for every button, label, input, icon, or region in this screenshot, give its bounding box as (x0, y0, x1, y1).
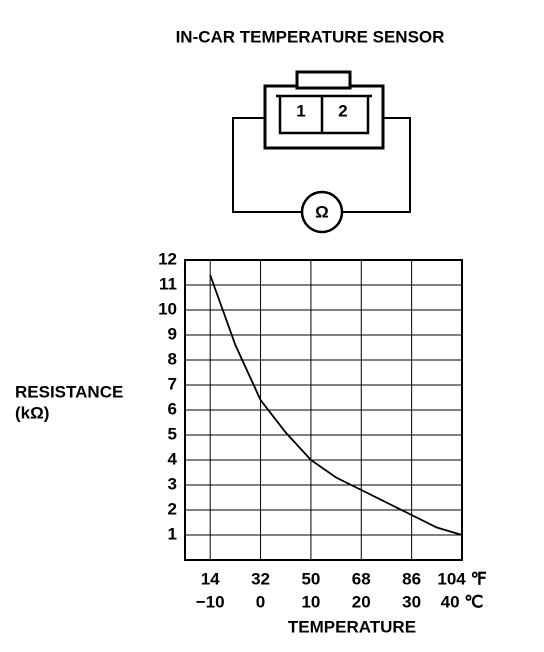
y-tick-label: 2 (168, 499, 177, 518)
y-tick-label: 8 (168, 349, 177, 368)
y-axis-label: RESISTANCE (15, 382, 123, 401)
y-tick-label: 10 (158, 299, 177, 318)
x-tick-label: 40 ℃ (441, 592, 484, 611)
connector-diagram (232, 70, 411, 234)
x-tick-label: 20 (352, 592, 371, 611)
x2-tick-label: 14 (201, 569, 220, 588)
wire (232, 117, 411, 213)
y-tick-label: 6 (168, 399, 177, 418)
y-tick-label: 4 (168, 449, 178, 468)
ohmmeter (300, 190, 344, 234)
connector-body (276, 94, 372, 135)
x-tick-label: 30 (402, 592, 421, 611)
x2-tick-label: 86 (402, 569, 421, 588)
x2-tick-label: 50 (301, 569, 320, 588)
y-tick-label: 9 (168, 324, 177, 343)
chart-title: IN-CAR TEMPERATURE SENSOR (176, 27, 445, 46)
x-tick-label: −10 (196, 592, 225, 611)
pin-label: 2 (338, 101, 347, 120)
x-axis-label: TEMPERATURE (288, 617, 416, 636)
x2-tick-label: 68 (352, 569, 371, 588)
y-tick-label: 12 (158, 249, 177, 268)
y-tick-label: 11 (159, 274, 177, 293)
y-tick-label: 3 (168, 474, 177, 493)
y-tick-label: 5 (168, 424, 177, 443)
x-tick-label: 0 (256, 592, 265, 611)
connector-tab (295, 70, 352, 90)
y-axis-label: (kΩ) (15, 403, 49, 422)
pin-label: 1 (296, 101, 305, 120)
curve (209, 274, 463, 536)
y-tick-label: 7 (168, 374, 177, 393)
x-tick-label: 10 (301, 592, 320, 611)
y-tick-label: 1 (168, 524, 177, 543)
meter-symbol: Ω (315, 202, 329, 221)
x2-tick-label: 104 ℉ (437, 569, 486, 588)
x2-tick-label: 32 (251, 569, 270, 588)
